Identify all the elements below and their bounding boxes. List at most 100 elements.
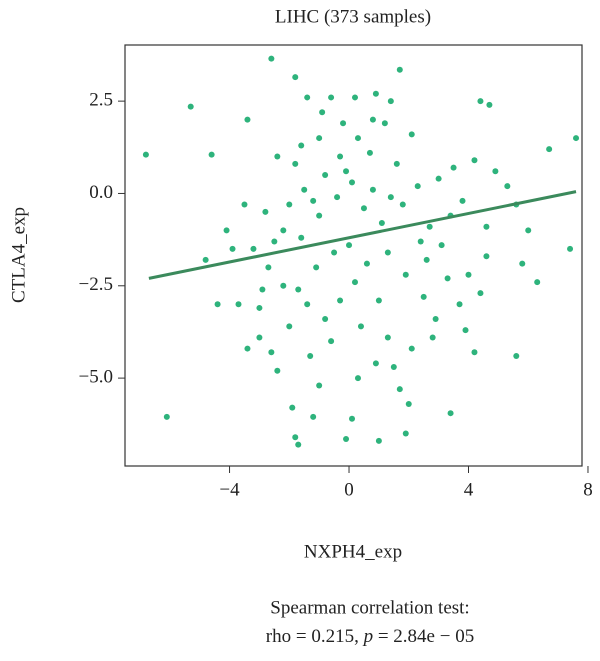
point — [414, 183, 421, 190]
point — [351, 94, 358, 101]
x-tick-label: 8 — [583, 479, 593, 500]
point — [304, 301, 311, 308]
point — [271, 238, 278, 245]
point — [313, 264, 320, 271]
point — [295, 286, 302, 293]
point — [492, 168, 499, 175]
point — [214, 301, 221, 308]
point — [369, 116, 376, 123]
point — [372, 90, 379, 97]
point — [334, 194, 341, 201]
y-tick-label: −2.5 — [79, 274, 113, 295]
point — [387, 194, 394, 201]
point — [369, 186, 376, 193]
point — [322, 316, 329, 323]
point — [375, 297, 382, 304]
point — [268, 349, 275, 356]
y-tick-label: −5.0 — [79, 366, 113, 387]
point — [346, 242, 353, 249]
y-axis-label: CTLA4_exp — [8, 207, 29, 303]
point — [405, 400, 412, 407]
point — [241, 201, 248, 208]
point — [259, 286, 266, 293]
point — [256, 304, 263, 311]
point — [435, 175, 442, 182]
point — [229, 245, 236, 252]
point — [444, 275, 451, 282]
point — [292, 434, 299, 441]
point — [319, 109, 326, 116]
point — [316, 135, 323, 142]
point — [268, 55, 275, 62]
point — [187, 103, 194, 110]
point — [289, 404, 296, 411]
point — [274, 367, 281, 374]
point — [408, 131, 415, 138]
point — [244, 116, 251, 123]
point — [519, 260, 526, 267]
x-axis-label: NXPH4_exp — [304, 541, 402, 562]
point — [337, 297, 344, 304]
point — [483, 253, 490, 260]
point — [486, 101, 493, 108]
point — [316, 382, 323, 389]
point — [322, 171, 329, 178]
point — [274, 153, 281, 160]
point — [142, 151, 149, 158]
point — [477, 290, 484, 297]
point — [366, 149, 373, 156]
point — [432, 316, 439, 323]
plot-frame — [124, 44, 583, 467]
point — [250, 245, 257, 252]
point — [429, 334, 436, 341]
point — [307, 352, 314, 359]
point — [393, 160, 400, 167]
annotation-rho: rho = 0.215, — [266, 626, 364, 647]
point — [390, 364, 397, 371]
point — [459, 197, 466, 204]
point — [298, 142, 305, 149]
point — [298, 234, 305, 241]
annotation-p: p — [362, 626, 374, 647]
point — [349, 179, 356, 186]
point — [387, 98, 394, 105]
point — [280, 227, 287, 234]
annotation-p-value: = 2.84e − 05 — [373, 626, 474, 647]
point — [399, 201, 406, 208]
point — [525, 227, 532, 234]
point — [504, 183, 511, 190]
point — [328, 94, 335, 101]
point — [573, 135, 580, 142]
point — [208, 151, 215, 158]
point — [349, 415, 356, 422]
point — [286, 323, 293, 330]
point — [567, 245, 574, 252]
point — [384, 249, 391, 256]
point — [292, 74, 299, 81]
point — [471, 157, 478, 164]
point — [450, 164, 457, 171]
point — [340, 120, 347, 127]
y-tick-label: 2.5 — [89, 89, 113, 110]
point — [351, 279, 358, 286]
point — [343, 436, 350, 443]
point — [375, 437, 382, 444]
point — [447, 410, 454, 417]
point — [301, 186, 308, 193]
point — [438, 242, 445, 249]
point — [163, 413, 170, 420]
point — [477, 98, 484, 105]
point — [396, 386, 403, 393]
point — [360, 205, 367, 212]
point — [295, 441, 302, 448]
point — [292, 160, 299, 167]
chart-title: LIHC (373 samples) — [275, 6, 431, 27]
point — [456, 301, 463, 308]
point — [483, 223, 490, 230]
point — [513, 352, 520, 359]
point — [378, 220, 385, 227]
point — [546, 146, 553, 153]
point — [363, 260, 370, 267]
